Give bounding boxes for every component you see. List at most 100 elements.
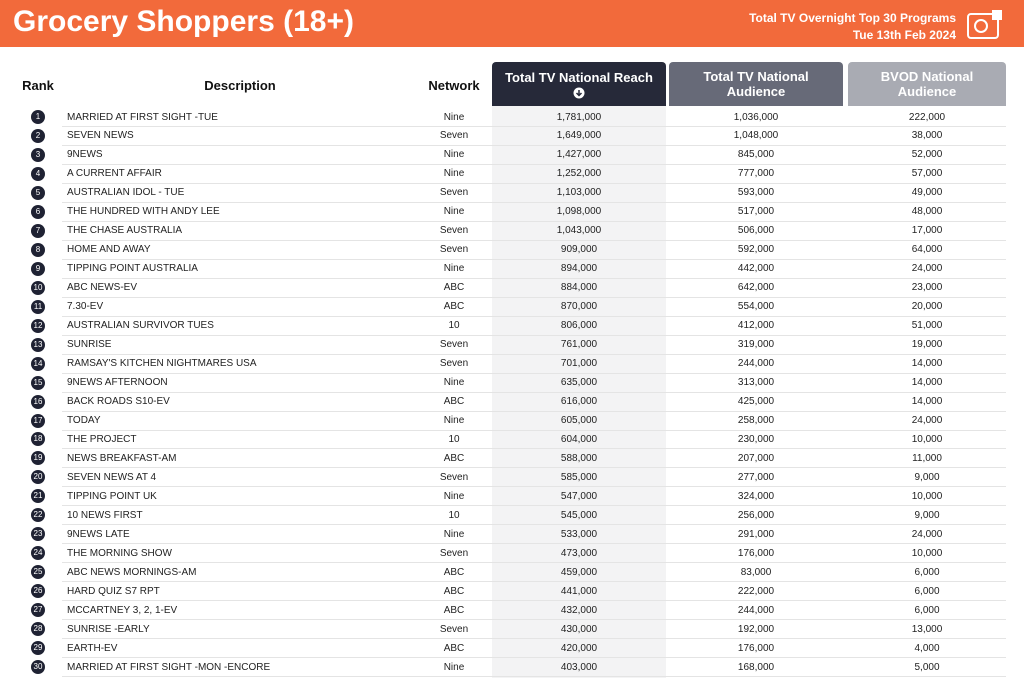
rank-badge: 8	[31, 242, 45, 257]
table-cell: Nine	[443, 149, 465, 161]
table-cell: 38,000	[911, 130, 943, 142]
row-separator	[62, 657, 1006, 659]
table-cell: ABC	[443, 604, 465, 616]
table-cell: 17,000	[911, 225, 943, 237]
table-cell: NEWS BREAKFAST-AM	[67, 452, 177, 464]
table-cell: 14,000	[911, 358, 943, 370]
table-cell: Seven	[439, 358, 469, 370]
table-cell: 258,000	[737, 415, 775, 427]
row-separator	[62, 467, 1006, 469]
rank-badge: 25	[31, 565, 45, 580]
table-cell: 441,000	[560, 585, 598, 597]
table-cell: ABC	[443, 452, 465, 464]
row-separator	[62, 505, 1006, 507]
row-separator	[62, 201, 1006, 203]
table-cell: 1,252,000	[556, 168, 602, 180]
rank-badge: 18	[31, 432, 45, 447]
table-cell: 845,000	[737, 149, 775, 161]
table-cell: 51,000	[911, 320, 943, 332]
table-cell: 10,000	[911, 490, 943, 502]
table-cell: EARTH-EV	[67, 642, 118, 654]
table-cell: 13,000	[911, 623, 943, 635]
table-cell: 9,000	[914, 471, 940, 483]
row-separator	[62, 448, 1006, 450]
table-cell: 6,000	[914, 585, 940, 597]
sort-icon	[573, 87, 585, 98]
table-cell: 324,000	[737, 490, 775, 502]
col-header-text: Total TV National Audience	[703, 69, 809, 99]
date: Tue 13th Feb 2024	[852, 28, 956, 42]
table-cell: ABC	[443, 282, 465, 294]
table-cell: 222,000	[908, 111, 946, 123]
table-cell: 64,000	[911, 244, 943, 256]
rank-badge: 17	[31, 413, 45, 428]
table-cell: THE MORNING SHOW	[67, 547, 172, 559]
table-cell: 23,000	[911, 282, 943, 294]
row-separator	[62, 296, 1006, 298]
row-separator	[62, 486, 1006, 488]
rank-badge: 22	[31, 508, 45, 523]
table-cell: 1,048,000	[733, 130, 779, 142]
table-cell: Seven	[439, 187, 469, 199]
table-cell: ABC NEWS-EV	[67, 282, 138, 294]
table-cell: 642,000	[737, 282, 775, 294]
table-cell: Nine	[443, 168, 465, 180]
table-cell: 192,000	[737, 623, 775, 635]
table-cell: 517,000	[737, 206, 775, 218]
table-cell: Seven	[439, 130, 469, 142]
table-cell: 176,000	[737, 547, 775, 559]
table-cell: SUNRISE	[67, 339, 112, 351]
table-cell: SUNRISE -EARLY	[67, 623, 150, 635]
col-header[interactable]: Total TV National Reach	[492, 62, 666, 106]
table-cell: 1,043,000	[556, 225, 602, 237]
table-cell: 432,000	[560, 604, 598, 616]
table-cell: ABC	[443, 642, 465, 654]
row-separator	[62, 220, 1006, 222]
rank-badge: 23	[31, 527, 45, 542]
table-cell: 9NEWS AFTERNOON	[67, 377, 168, 389]
table-cell: RAMSAY'S KITCHEN NIGHTMARES USA	[67, 358, 257, 370]
rank-badge: 9	[31, 261, 45, 276]
table-cell: 9NEWS	[67, 149, 103, 161]
table-cell: 909,000	[560, 244, 598, 256]
row-separator	[62, 581, 1006, 583]
table-cell: 884,000	[560, 282, 598, 294]
table-cell: Seven	[439, 339, 469, 351]
table-cell: 10	[448, 509, 460, 521]
table-cell: 894,000	[560, 263, 598, 275]
rank-badge: 27	[31, 603, 45, 618]
col-header[interactable]: BVOD National Audience	[848, 62, 1006, 106]
table-cell: 291,000	[737, 528, 775, 540]
rank-badge: 3	[31, 147, 45, 162]
table-cell: A CURRENT AFFAIR	[67, 168, 162, 180]
col-header-text: Total TV National Reach	[505, 69, 653, 85]
table-cell: Nine	[443, 263, 465, 275]
col-header[interactable]: Total TV National Audience	[669, 62, 843, 106]
table-cell: 412,000	[737, 320, 775, 332]
table-cell: ABC	[443, 301, 465, 313]
table-cell: 545,000	[560, 509, 598, 521]
row-separator	[62, 562, 1006, 564]
subtitle-line: Total TV Overnight Top 30 Programs	[749, 11, 956, 25]
table-cell: 593,000	[737, 187, 775, 199]
col-header: Rank	[22, 78, 54, 93]
table-cell: 1,103,000	[556, 187, 602, 199]
table-cell: 9,000	[914, 509, 940, 521]
table-cell: 1,036,000	[733, 111, 779, 123]
row-separator	[62, 619, 1006, 621]
rank-badge: 6	[31, 204, 45, 219]
table-cell: 604,000	[560, 433, 598, 445]
table-cell: TIPPING POINT AUSTRALIA	[67, 263, 198, 275]
row-separator	[62, 524, 1006, 526]
table-cell: Seven	[439, 547, 469, 559]
table-cell: 10,000	[911, 547, 943, 559]
table-cell: 230,000	[737, 433, 775, 445]
table-cell: 473,000	[560, 547, 598, 559]
table-cell: Nine	[443, 490, 465, 502]
row-separator	[62, 543, 1006, 545]
table-cell: 222,000	[737, 585, 775, 597]
col-header-text: BVOD National Audience	[880, 69, 974, 99]
table-cell: HARD QUIZ S7 RPT	[67, 585, 160, 597]
table-cell: AUSTRALIAN SURVIVOR TUES	[67, 320, 214, 332]
